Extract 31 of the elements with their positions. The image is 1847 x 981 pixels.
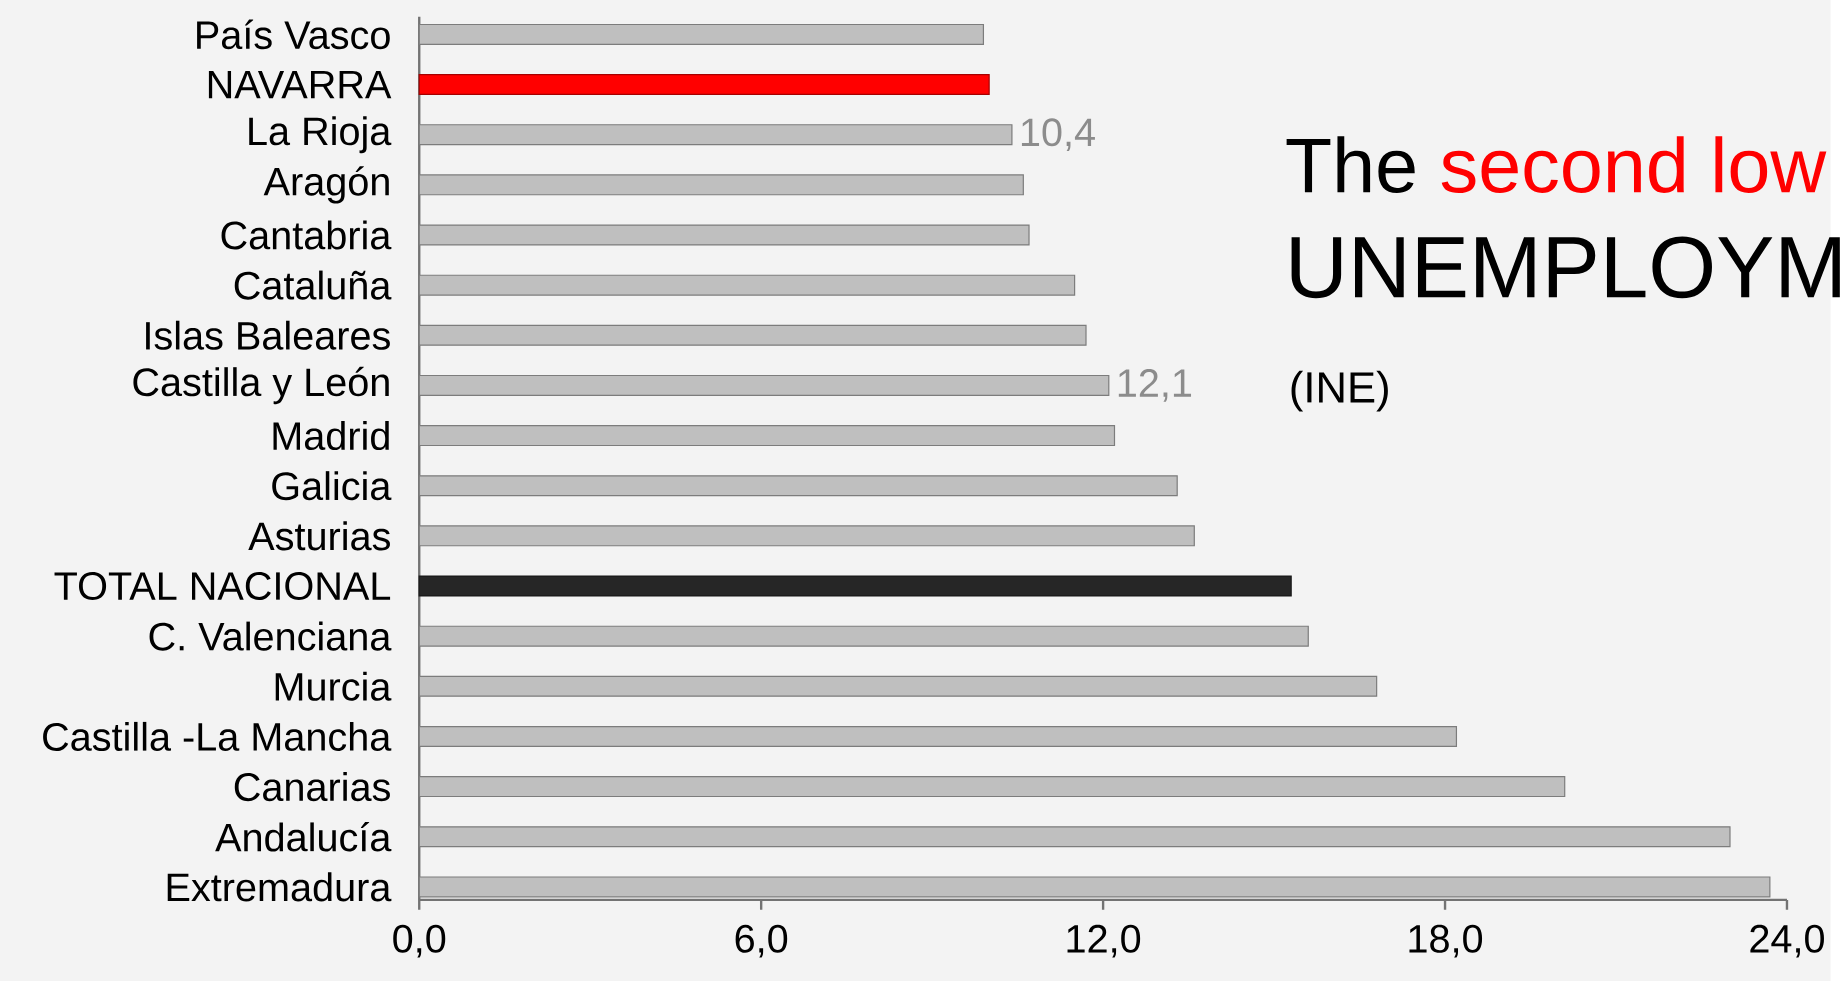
data-label: 10,4 <box>1021 118 1095 151</box>
y-tick-label: Extremadura <box>167 872 392 902</box>
y-tick-label: Castilla -La Mancha <box>43 721 392 751</box>
y-tick-label: Cantabria <box>221 220 392 250</box>
annotation: second low <box>1441 136 1827 193</box>
x-tick-label: 12,0 <box>1067 924 1141 958</box>
y-tick-label: TOTAL NACIONAL <box>54 571 391 600</box>
bar <box>418 575 1292 597</box>
y-tick-label: Madrid <box>273 420 389 451</box>
annotation: (INE) <box>1291 370 1388 412</box>
annotation: The <box>1286 136 1415 193</box>
x-tick-label: 0,0 <box>393 924 446 958</box>
y-tick-label: Andalucía <box>215 821 392 852</box>
y-tick-label: La Rioja <box>249 116 392 154</box>
y-tick-label: Islas Baleares <box>146 320 390 350</box>
x-tick-label: 6,0 <box>735 924 788 958</box>
y-tick-label: Murcia <box>275 671 392 701</box>
y-tick-label: Galicia <box>272 471 392 501</box>
text: UNEMPLOYM <box>1291 236 1840 299</box>
y-tick-label: Cataluña <box>234 270 392 300</box>
y-tick-label: NAVARRA <box>208 70 392 99</box>
x-tick-label: 24,0 <box>1750 924 1824 958</box>
y-tick-label: Castilla y León <box>133 366 389 405</box>
data-label: 12,1 <box>1118 368 1192 402</box>
bar <box>418 73 990 95</box>
y-tick-label: C. Valenciana <box>149 621 392 651</box>
y-tick-label: Canarias <box>234 771 390 802</box>
y-tick-label: Asturias <box>248 521 390 551</box>
y-tick-label: Aragón <box>263 166 389 204</box>
y-tick-label: País Vasco <box>197 19 390 50</box>
x-tick-label: 18,0 <box>1409 924 1483 958</box>
